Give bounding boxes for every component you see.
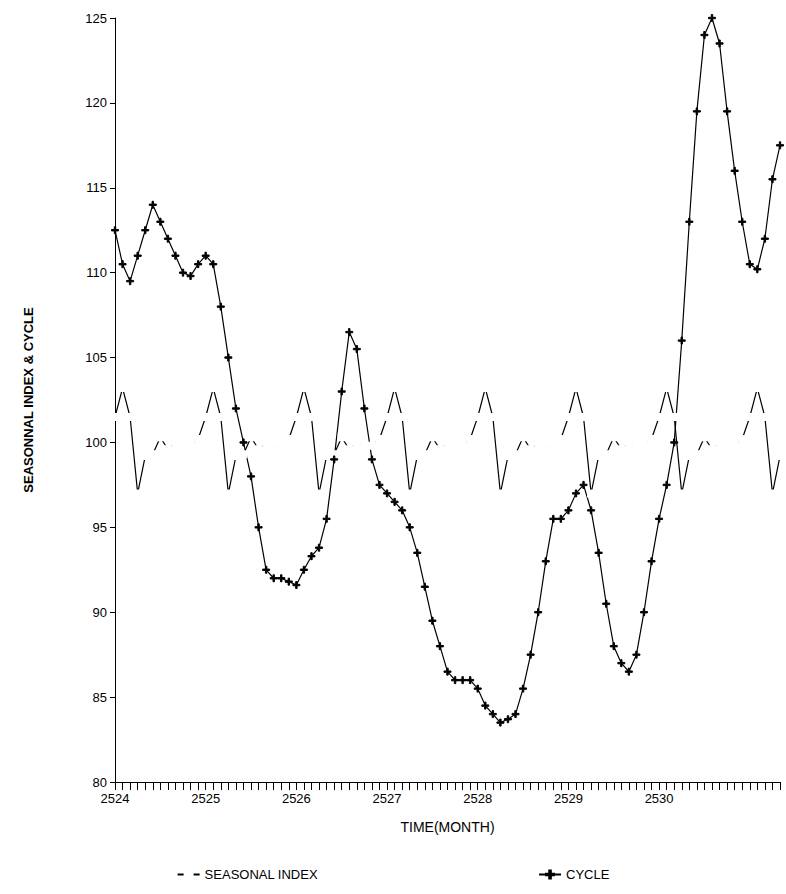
svg-text:120: 120 [85,95,107,110]
svg-text:125: 125 [85,11,107,26]
svg-text:CYCLE: CYCLE [566,867,610,882]
svg-text:100: 100 [85,435,107,450]
svg-text:80: 80 [93,775,107,790]
svg-text:110: 110 [86,265,107,280]
svg-text:105: 105 [85,350,107,365]
svg-text:2527: 2527 [373,791,402,806]
svg-text:SEASONAL INDEX: SEASONAL INDEX [205,867,318,882]
svg-text:SEASONNAL INDEX & CYCLE: SEASONNAL INDEX & CYCLE [21,307,36,493]
svg-text:2525: 2525 [191,791,220,806]
svg-text:95: 95 [93,520,107,535]
svg-text:115: 115 [86,180,107,195]
svg-text:2526: 2526 [282,791,311,806]
svg-text:2529: 2529 [554,791,583,806]
svg-text:2524: 2524 [101,791,130,806]
svg-text:2528: 2528 [463,791,492,806]
svg-text:2530: 2530 [645,791,674,806]
svg-text:90: 90 [93,605,107,620]
svg-text:TIME(MONTH): TIME(MONTH) [400,819,494,835]
svg-text:85: 85 [93,690,107,705]
